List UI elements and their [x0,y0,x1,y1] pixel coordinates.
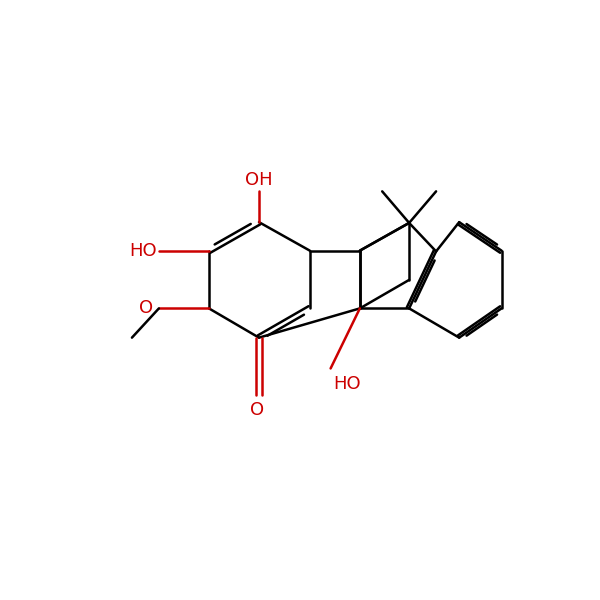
Text: HO: HO [333,376,361,394]
Text: HO: HO [129,242,157,260]
Text: O: O [250,401,264,419]
Text: O: O [139,299,154,317]
Text: OH: OH [245,171,273,189]
